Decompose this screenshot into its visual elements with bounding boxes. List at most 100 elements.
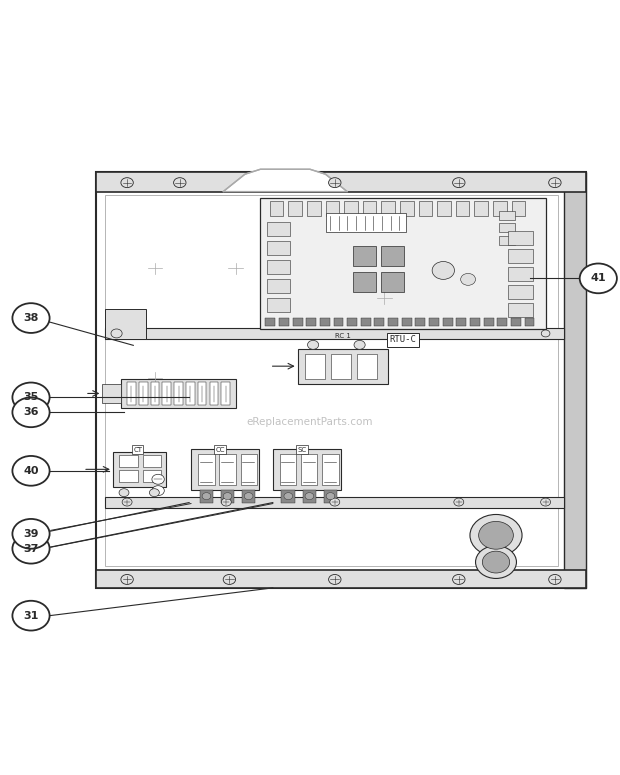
Circle shape bbox=[541, 498, 551, 506]
Bar bbox=[139, 381, 148, 405]
Text: RC 1: RC 1 bbox=[335, 333, 350, 339]
Bar bbox=[113, 452, 166, 487]
Bar bbox=[306, 318, 316, 326]
Bar bbox=[210, 381, 218, 405]
Bar bbox=[127, 381, 136, 405]
Bar bbox=[267, 279, 290, 293]
Circle shape bbox=[223, 493, 232, 500]
Bar bbox=[512, 202, 525, 216]
Bar bbox=[470, 318, 480, 326]
Bar bbox=[200, 490, 213, 502]
Bar bbox=[381, 246, 404, 266]
Bar bbox=[265, 318, 275, 326]
Bar bbox=[429, 318, 439, 326]
Bar bbox=[219, 454, 236, 484]
Circle shape bbox=[221, 498, 231, 506]
Bar bbox=[293, 318, 303, 326]
Bar bbox=[499, 223, 515, 232]
Circle shape bbox=[202, 493, 211, 500]
Bar bbox=[105, 309, 146, 339]
Bar bbox=[353, 272, 376, 291]
Circle shape bbox=[121, 574, 133, 584]
Bar bbox=[151, 381, 159, 405]
Bar bbox=[270, 202, 283, 216]
Bar bbox=[443, 318, 453, 326]
Bar bbox=[363, 202, 376, 216]
Bar bbox=[374, 318, 384, 326]
Bar bbox=[191, 449, 259, 490]
Bar bbox=[105, 328, 564, 339]
Bar bbox=[381, 202, 395, 216]
Bar bbox=[221, 490, 234, 502]
Text: 36: 36 bbox=[24, 408, 38, 417]
Bar bbox=[303, 490, 316, 502]
Bar bbox=[143, 470, 161, 482]
Bar bbox=[361, 318, 371, 326]
Text: eReplacementParts.com: eReplacementParts.com bbox=[247, 417, 373, 427]
Circle shape bbox=[284, 493, 293, 500]
Circle shape bbox=[329, 177, 341, 188]
Bar bbox=[198, 454, 215, 484]
Circle shape bbox=[326, 493, 335, 500]
Circle shape bbox=[152, 474, 164, 484]
Circle shape bbox=[549, 574, 561, 584]
Bar bbox=[344, 202, 358, 216]
Bar bbox=[357, 353, 377, 378]
Circle shape bbox=[152, 486, 164, 496]
Bar bbox=[353, 246, 376, 266]
Bar bbox=[119, 470, 138, 482]
Circle shape bbox=[580, 264, 617, 293]
Bar bbox=[281, 490, 295, 502]
Text: SC: SC bbox=[298, 446, 306, 453]
Bar bbox=[105, 497, 564, 508]
Bar bbox=[96, 570, 586, 588]
Bar bbox=[564, 172, 586, 588]
Bar bbox=[508, 303, 533, 316]
Bar bbox=[484, 318, 494, 326]
Circle shape bbox=[549, 177, 561, 188]
Bar bbox=[334, 318, 343, 326]
Circle shape bbox=[12, 534, 50, 563]
Bar bbox=[326, 202, 339, 216]
Polygon shape bbox=[223, 169, 347, 191]
Bar bbox=[381, 272, 404, 291]
Bar bbox=[267, 222, 290, 236]
Bar bbox=[119, 455, 138, 467]
Bar bbox=[324, 490, 337, 502]
Bar bbox=[307, 202, 321, 216]
Bar bbox=[105, 195, 558, 566]
Text: 38: 38 bbox=[24, 313, 38, 323]
Bar bbox=[437, 202, 451, 216]
Circle shape bbox=[329, 574, 341, 584]
Bar bbox=[273, 449, 341, 490]
Circle shape bbox=[432, 261, 454, 279]
Bar bbox=[525, 318, 534, 326]
Bar bbox=[418, 202, 432, 216]
Circle shape bbox=[12, 456, 50, 486]
Text: 31: 31 bbox=[24, 611, 38, 621]
Bar bbox=[242, 490, 255, 502]
Circle shape bbox=[305, 493, 314, 500]
Bar bbox=[326, 213, 406, 232]
Bar bbox=[267, 241, 290, 255]
Text: CT: CT bbox=[133, 446, 142, 453]
Bar bbox=[288, 202, 302, 216]
Text: 40: 40 bbox=[24, 466, 38, 476]
Bar bbox=[511, 318, 521, 326]
Bar bbox=[508, 231, 533, 245]
Text: 41: 41 bbox=[590, 274, 606, 284]
Circle shape bbox=[479, 522, 513, 549]
Circle shape bbox=[12, 519, 50, 549]
Circle shape bbox=[354, 340, 365, 350]
Bar bbox=[267, 260, 290, 274]
Circle shape bbox=[330, 498, 340, 506]
Circle shape bbox=[461, 274, 476, 285]
Circle shape bbox=[111, 329, 122, 338]
Circle shape bbox=[541, 330, 550, 337]
Bar bbox=[279, 318, 289, 326]
Circle shape bbox=[12, 383, 50, 412]
Bar bbox=[347, 318, 357, 326]
Bar bbox=[388, 318, 398, 326]
Bar bbox=[241, 454, 257, 484]
Bar bbox=[400, 202, 414, 216]
